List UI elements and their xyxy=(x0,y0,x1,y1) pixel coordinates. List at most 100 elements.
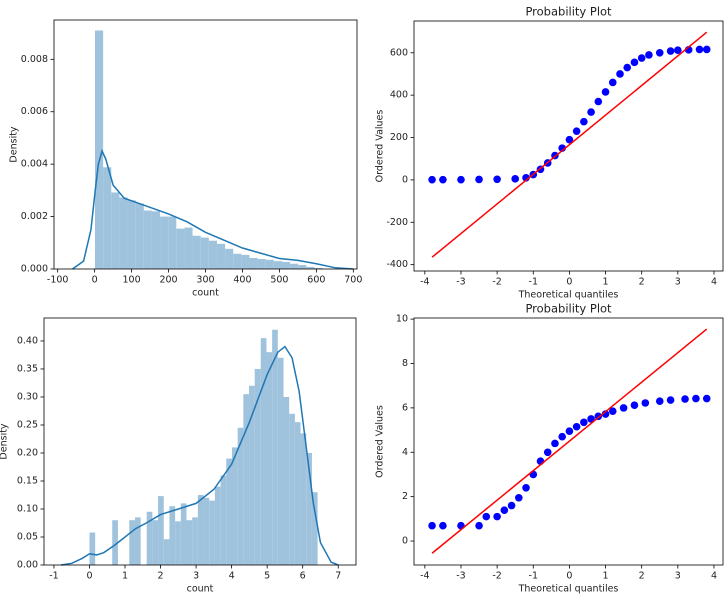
bar xyxy=(254,368,261,565)
chart-title: Probability Plot xyxy=(525,302,612,316)
bar xyxy=(314,267,323,269)
x-axis-label: count xyxy=(192,288,219,299)
bar xyxy=(127,200,136,269)
point xyxy=(608,78,617,87)
bar xyxy=(249,385,255,565)
bar xyxy=(289,413,295,565)
x-axis-label: Theoretical quantiles xyxy=(518,290,619,301)
plot-frame xyxy=(53,19,358,270)
point xyxy=(666,396,675,404)
y-axis-label: Ordered Values xyxy=(375,405,386,478)
bar xyxy=(184,227,193,269)
bar xyxy=(281,261,291,269)
point xyxy=(428,175,436,184)
fit-line xyxy=(431,328,708,554)
y-axis-label: Ordered Values xyxy=(375,110,386,183)
bar xyxy=(89,532,96,565)
bar xyxy=(203,497,210,565)
point xyxy=(511,175,519,183)
y-tick-label: 200 xyxy=(390,132,408,143)
point xyxy=(543,448,552,457)
x-tick-label: 0 xyxy=(566,277,572,288)
bar xyxy=(260,338,267,565)
plot-frame xyxy=(413,317,724,566)
bar xyxy=(272,329,278,565)
bar xyxy=(163,539,170,565)
bar xyxy=(134,517,141,565)
y-tick-label: 0.008 xyxy=(21,54,48,65)
bar xyxy=(192,235,201,269)
bar xyxy=(265,259,274,269)
point xyxy=(482,512,491,521)
point xyxy=(655,48,664,57)
bar xyxy=(306,266,315,269)
point xyxy=(601,88,610,96)
bar xyxy=(151,211,161,269)
bar xyxy=(306,452,312,565)
x-tick-label: 1 xyxy=(603,571,609,582)
bar xyxy=(192,517,198,565)
x-tick-label: 700 xyxy=(344,275,362,286)
point xyxy=(637,54,646,62)
kde-line xyxy=(72,148,354,270)
point xyxy=(439,175,447,184)
point xyxy=(616,70,624,78)
x-tick-label: 200 xyxy=(159,275,177,286)
bar xyxy=(175,521,181,565)
point xyxy=(572,127,581,135)
y-tick-label: 4 xyxy=(402,447,408,458)
x-tick-label: -2 xyxy=(492,571,501,582)
x-tick-label: -4 xyxy=(420,571,429,582)
x-tick-label: 7 xyxy=(335,571,341,582)
point xyxy=(493,175,501,184)
bar xyxy=(119,197,128,269)
x-tick-label: 2 xyxy=(158,571,164,582)
bar xyxy=(103,167,112,269)
x-tick-label: 6 xyxy=(300,571,306,582)
bar xyxy=(135,203,144,269)
bar xyxy=(257,259,266,269)
bar xyxy=(300,433,307,565)
bar xyxy=(169,506,176,565)
bar xyxy=(186,520,193,565)
y-axis-label: Density xyxy=(0,423,10,459)
x-tick-label: -3 xyxy=(456,277,465,288)
bar xyxy=(143,210,152,269)
bar xyxy=(294,422,301,565)
y-tick-label: 0.10 xyxy=(17,503,38,514)
y-tick-label: 400 xyxy=(390,90,408,101)
y-axis-label: Density xyxy=(9,126,20,162)
point xyxy=(623,63,632,72)
x-tick-label: 500 xyxy=(270,275,288,286)
point xyxy=(601,410,610,418)
bar xyxy=(200,237,209,269)
subplot: -4 -3 -2 -1 0 1 2 3 4 0 2 4 6 8 10 Probability Plot Theo… xyxy=(375,302,724,595)
x-axis-label: count xyxy=(187,584,214,595)
point xyxy=(515,493,523,502)
point xyxy=(457,175,465,184)
plot-frame xyxy=(413,20,724,272)
bar xyxy=(180,503,187,565)
x-tick-label: 0 xyxy=(86,571,92,582)
point xyxy=(529,470,538,479)
y-tick-label: 0.002 xyxy=(21,211,48,222)
x-tick-label: 600 xyxy=(307,275,325,286)
bar xyxy=(241,254,250,269)
bar xyxy=(233,253,242,269)
bar xyxy=(290,263,299,269)
point xyxy=(655,397,664,406)
bar xyxy=(112,520,118,565)
bar xyxy=(111,192,120,269)
point xyxy=(702,45,711,54)
y-tick-label: 0.40 xyxy=(17,335,38,346)
x-tick-label: 1 xyxy=(603,277,609,288)
y-tick-label: 2 xyxy=(402,491,408,502)
x-tick-label: -4 xyxy=(420,277,429,288)
plot-frame xyxy=(43,317,357,566)
point xyxy=(587,108,595,116)
point xyxy=(645,51,653,59)
x-tick-label: 4 xyxy=(229,571,235,582)
y-tick-label: 0.006 xyxy=(21,106,48,117)
y-tick-label: -400 xyxy=(386,259,408,270)
x-tick-label: 4 xyxy=(711,277,717,288)
